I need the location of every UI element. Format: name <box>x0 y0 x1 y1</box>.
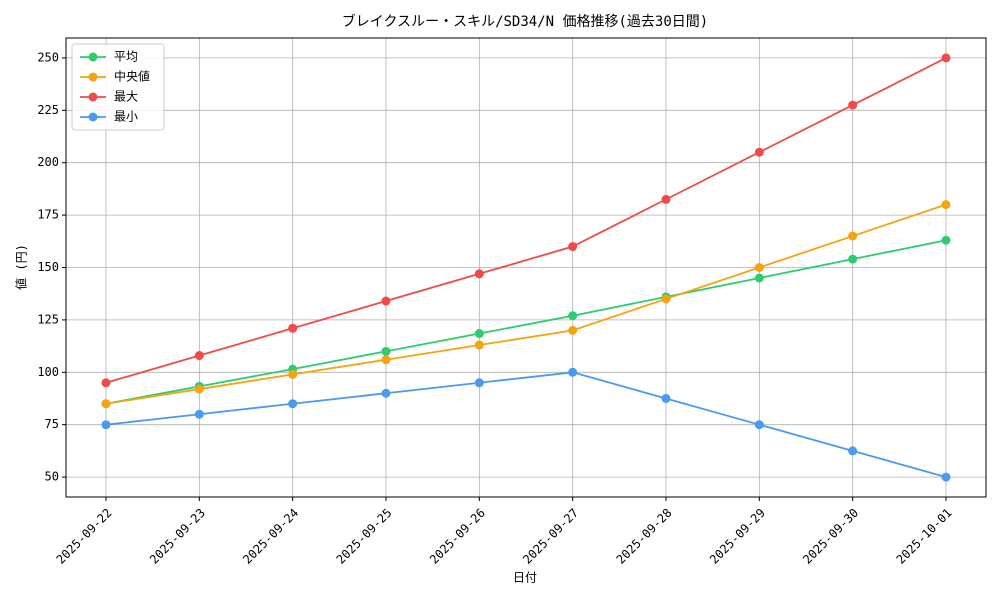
point <box>568 325 578 335</box>
point <box>848 100 858 110</box>
point <box>568 367 578 377</box>
y-tick-label: 75 <box>45 417 59 431</box>
legend-marker <box>88 92 98 102</box>
y-tick-label: 225 <box>37 103 59 117</box>
point <box>754 273 764 283</box>
legend-label: 平均 <box>114 50 138 64</box>
point <box>288 369 298 379</box>
y-tick-label: 250 <box>37 50 59 64</box>
legend-marker <box>88 52 98 62</box>
point <box>754 263 764 272</box>
legend-box <box>71 43 165 131</box>
point <box>941 235 951 245</box>
point <box>101 420 111 430</box>
y-tick-label: 150 <box>37 260 59 274</box>
point <box>381 346 391 356</box>
point <box>194 351 204 361</box>
point <box>941 53 951 63</box>
point <box>381 355 391 365</box>
point <box>848 254 858 264</box>
point <box>474 340 484 350</box>
legend-marker <box>88 112 98 122</box>
point <box>381 296 391 306</box>
point <box>848 446 858 456</box>
point <box>288 399 298 409</box>
y-tick-label: 200 <box>37 155 59 169</box>
point <box>754 420 764 430</box>
y-tick-label: 175 <box>37 208 59 222</box>
y-tick-label: 50 <box>45 470 59 484</box>
point <box>941 472 951 482</box>
point <box>474 329 484 339</box>
legend-label: 最大 <box>114 90 138 104</box>
y-axis-label: 値 (円) <box>14 244 29 290</box>
series-line <box>105 239 947 405</box>
y-tick-label: 100 <box>37 365 59 379</box>
x-axis-label: 日付 <box>513 571 537 585</box>
plot-frame <box>65 37 987 498</box>
point <box>848 231 858 241</box>
series-line <box>105 57 947 384</box>
series-line <box>105 203 947 405</box>
legend-marker <box>88 72 98 82</box>
point <box>568 311 578 321</box>
point <box>474 269 484 279</box>
chart-title: ブレイクスルー・スキル/SD34/N 価格推移(過去30日間) <box>342 13 708 30</box>
point <box>941 200 951 210</box>
point <box>754 147 764 157</box>
point <box>568 242 578 252</box>
point <box>194 384 204 394</box>
y-tick-label: 125 <box>37 312 59 326</box>
point <box>194 409 204 419</box>
point <box>661 294 671 304</box>
series-line <box>105 371 947 478</box>
legend-label: 中央値 <box>114 69 150 84</box>
point <box>661 194 671 204</box>
point <box>288 323 298 333</box>
point <box>381 388 391 398</box>
point <box>101 399 111 409</box>
legend-label: 最小 <box>114 110 138 124</box>
point <box>101 378 111 388</box>
point <box>474 378 484 388</box>
point <box>661 393 671 403</box>
